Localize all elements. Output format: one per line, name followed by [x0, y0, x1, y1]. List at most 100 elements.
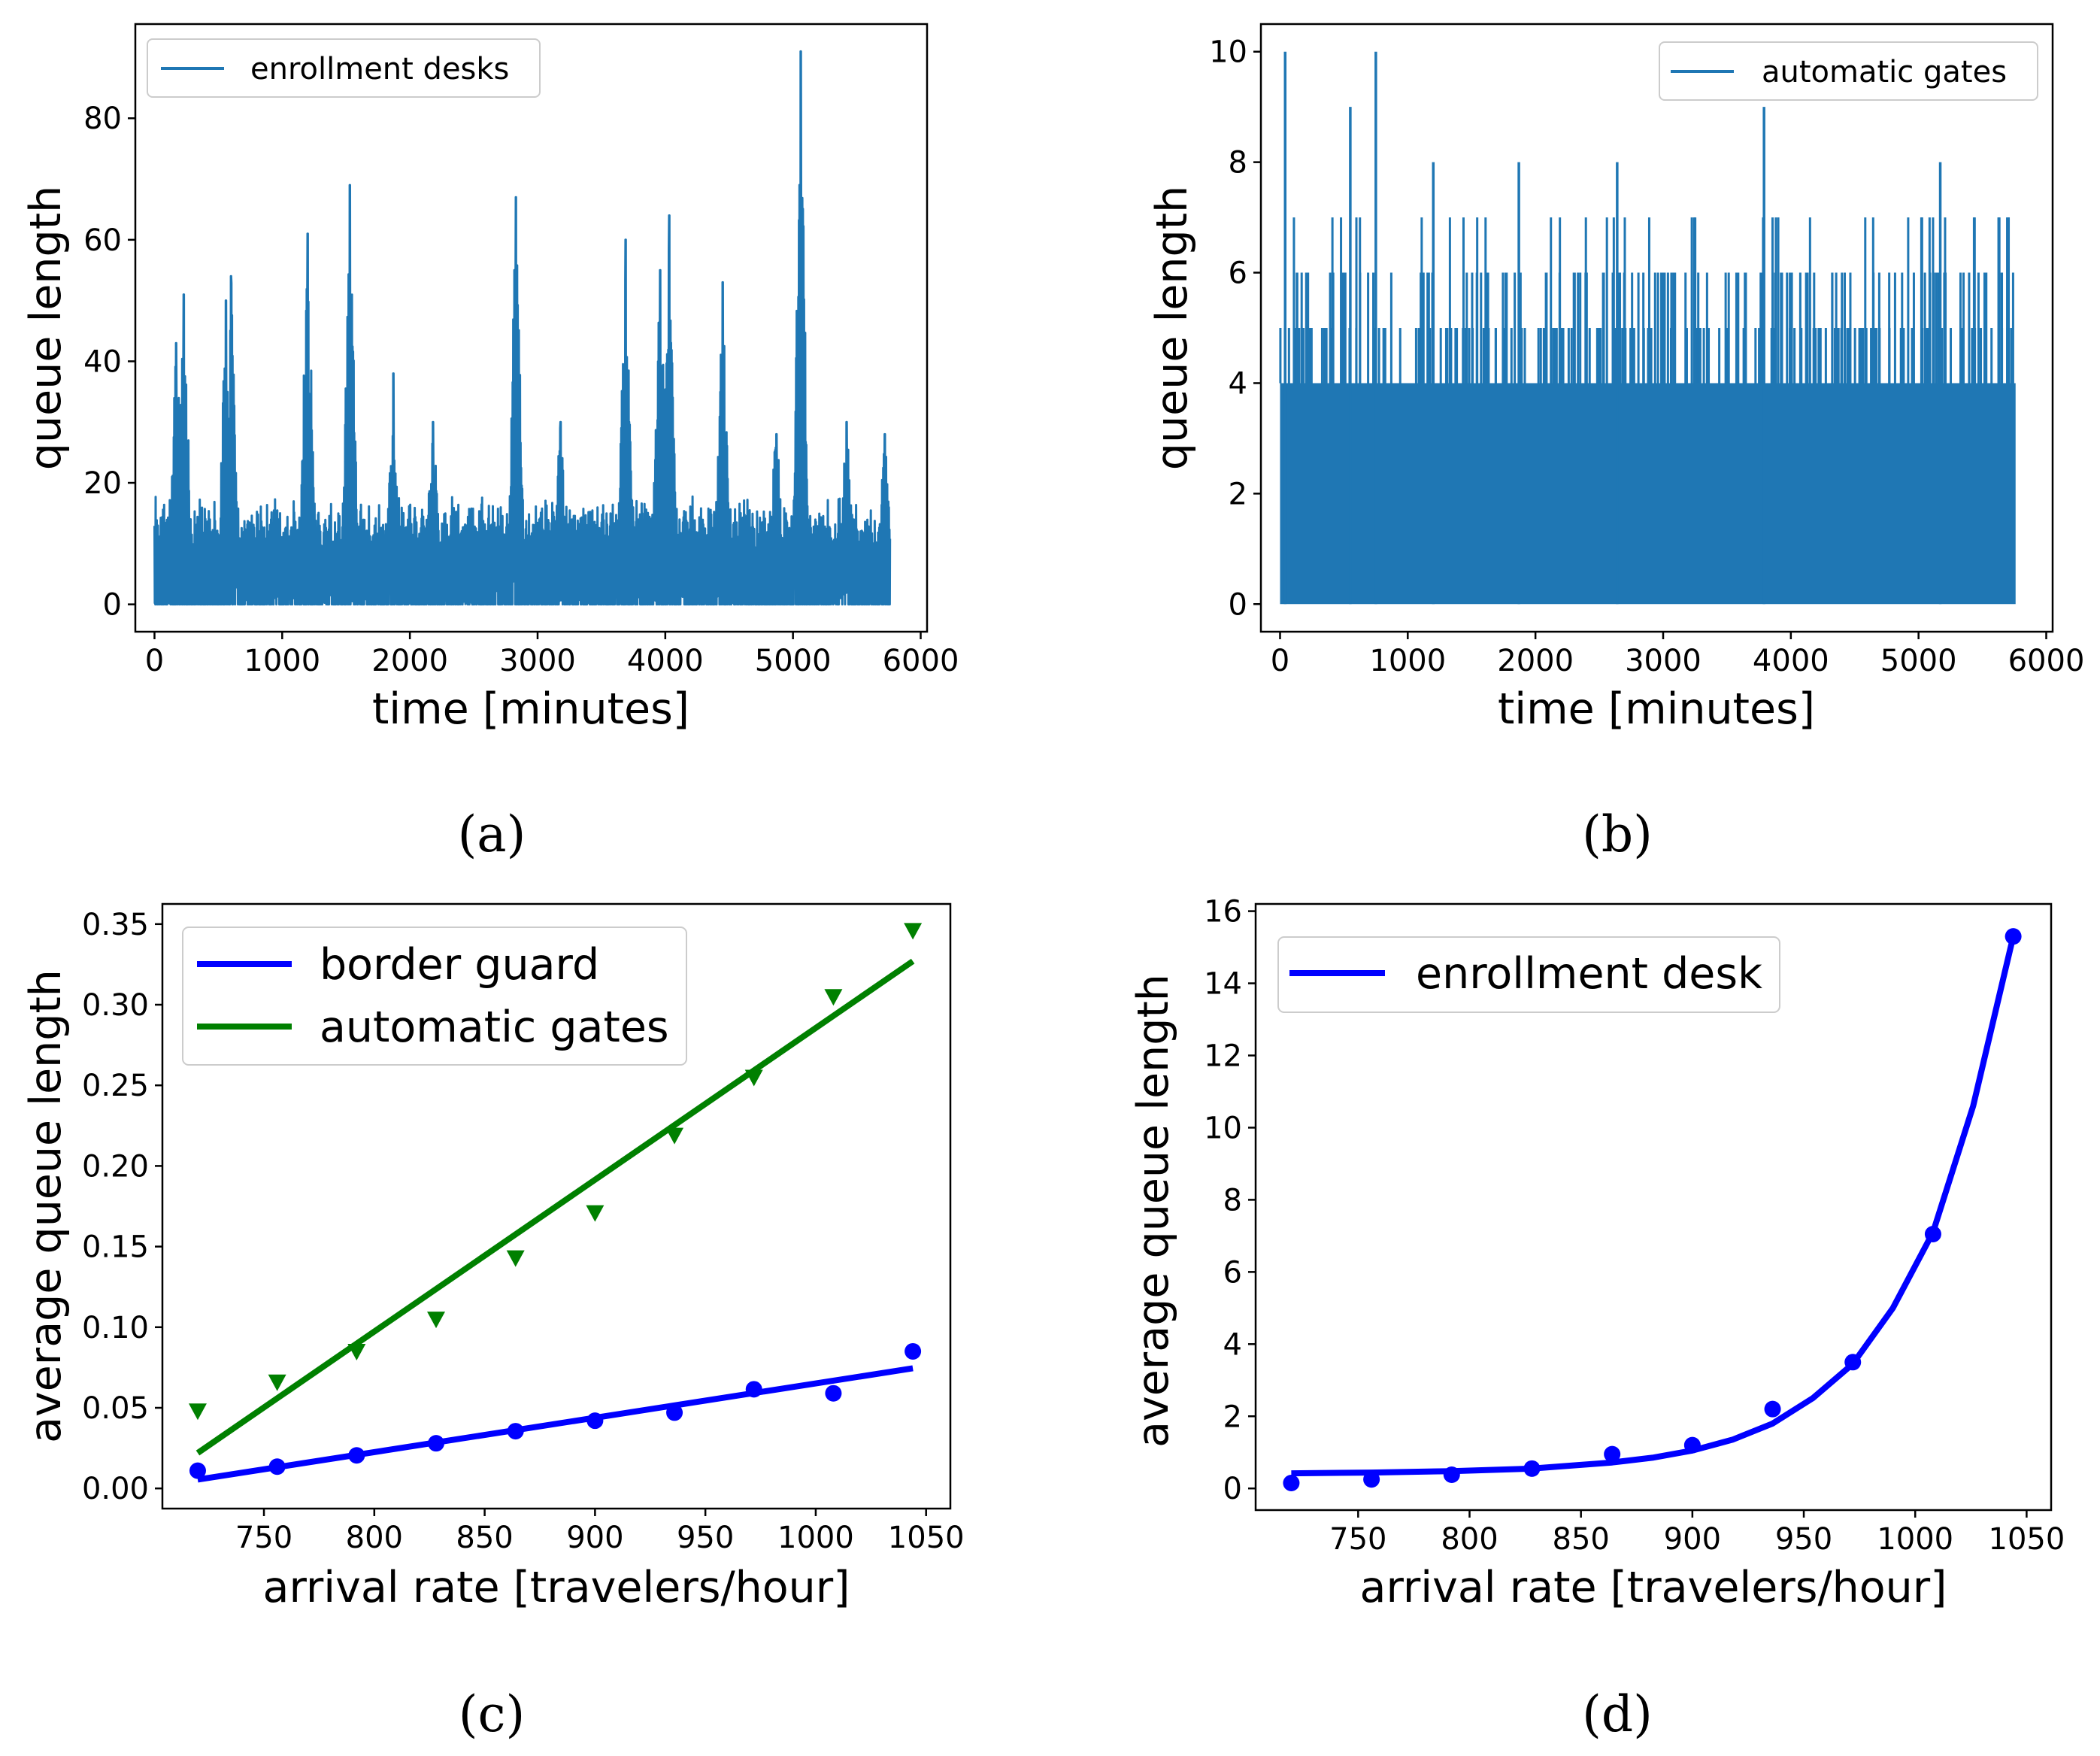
panel-b-axes-frame	[1259, 23, 2054, 633]
data-point-automatic-gates	[665, 1127, 684, 1145]
data-point-border-guard	[905, 1342, 922, 1360]
panel-b-legend-box	[1659, 41, 2038, 101]
data-point-automatic-gates	[824, 989, 843, 1006]
y-tick-label: 0	[1229, 587, 1247, 622]
data-point-enrollment-desk	[1363, 1471, 1380, 1488]
panel-a-legend-box	[147, 38, 541, 98]
data-point-border-guard	[825, 1384, 842, 1402]
y-tick-label: 2	[1229, 477, 1247, 511]
data-point-border-guard	[348, 1447, 365, 1464]
panel-b-legend-label-automatic-gates: automatic gates	[1762, 55, 2007, 89]
y-tick-label: 40	[83, 344, 122, 379]
data-point-automatic-gates	[427, 1312, 446, 1329]
data-point-automatic-gates	[904, 923, 923, 940]
y-tick-label: 8	[1223, 1183, 1242, 1218]
panel-c-x-ticks: 750 800 850 900 950 1000 1050	[235, 1509, 965, 1555]
x-tick-label: 3000	[499, 644, 576, 678]
panel-a-y-label: queue length	[21, 186, 71, 470]
data-point-border-guard	[745, 1381, 762, 1398]
y-tick-label: 0.15	[82, 1230, 149, 1265]
data-point-border-guard	[507, 1423, 524, 1440]
x-tick-label: 950	[1775, 1522, 1832, 1557]
panel-d-legend-label-enrollment-desk: enrollment desk	[1416, 949, 1762, 999]
x-tick-label: 6000	[2008, 644, 2085, 678]
panel-c-legend-box	[182, 927, 687, 1066]
x-tick-label: 950	[677, 1521, 734, 1555]
panel-b-y-ticks: 0 2 4 6 8 10	[1209, 35, 1261, 622]
data-point-automatic-gates	[188, 1403, 207, 1421]
x-tick-label: 5000	[755, 644, 832, 678]
panel-b-automatic-gates-timeseries: 0 1000 2000 3000 4000 5000 6000 0 2 4 6 8 10 time […	[1147, 23, 2085, 863]
x-tick-label: 0	[1271, 644, 1289, 678]
data-point-enrollment-desk	[1764, 1400, 1781, 1418]
x-tick-label: 750	[1329, 1522, 1386, 1557]
y-tick-label: 4	[1229, 366, 1247, 401]
x-tick-label: 800	[1441, 1522, 1498, 1557]
panel-d-y-ticks: 0 2 4 6 8 10 12 14 16	[1204, 895, 1256, 1506]
y-tick-label: 10	[1209, 35, 1247, 70]
panel-a-x-ticks: 0 1000 2000 3000 4000 5000 6000	[145, 632, 959, 678]
panel-c-points-automatic-gates	[188, 923, 923, 1421]
panel-b-x-ticks: 0 1000 2000 3000 4000 5000 6000	[1271, 632, 2085, 678]
x-tick-label: 1000	[1369, 644, 1446, 678]
panel-c-y-label: average queue length	[21, 969, 71, 1443]
panel-c-fit-line-border-guard	[197, 1365, 914, 1483]
x-tick-label: 750	[235, 1521, 292, 1555]
data-point-border-guard	[428, 1435, 445, 1452]
panel-a-caption: (a)	[458, 805, 526, 863]
data-point-enrollment-desk	[1523, 1460, 1541, 1477]
y-tick-label: 6	[1229, 256, 1247, 291]
x-tick-label: 2000	[1497, 644, 1574, 678]
panel-c-caption: (c)	[459, 1685, 525, 1743]
panel-d-curve-enrollment-desk	[1291, 936, 2017, 1477]
panel-c-y-ticks: 0.00 0.05 0.10 0.15 0.20 0.25 0.30 0.35	[82, 908, 162, 1506]
y-tick-label: 80	[83, 102, 122, 136]
data-point-border-guard	[268, 1458, 286, 1475]
panel-a-legend: enrollment desks	[147, 38, 541, 98]
y-tick-label: 10	[1204, 1111, 1242, 1145]
data-point-enrollment-desk	[1283, 1475, 1300, 1492]
panel-d-legend-box	[1277, 936, 1780, 1013]
data-point-automatic-gates	[744, 1069, 763, 1087]
y-tick-label: 0.35	[82, 908, 149, 942]
panel-d-legend: enrollment desk	[1277, 936, 1780, 1013]
panel-b-legend: automatic gates	[1659, 41, 2038, 101]
x-tick-label: 5000	[1880, 644, 1957, 678]
x-tick-label: 1000	[244, 644, 320, 678]
x-tick-label: 1050	[1989, 1522, 2065, 1557]
panel-b-caption: (b)	[1582, 805, 1653, 863]
panel-c-x-label: arrival rate [travelers/hour]	[263, 1563, 850, 1612]
x-tick-label: 3000	[1625, 644, 1702, 678]
x-tick-label: 1050	[888, 1521, 965, 1555]
panel-c-fit-line-automatic-gates	[195, 958, 915, 1456]
panel-d-x-ticks: 750 800 850 900 950 1000 1050	[1329, 1510, 2065, 1557]
panel-d-caption: (d)	[1582, 1685, 1653, 1743]
y-tick-label: 0.25	[82, 1069, 149, 1103]
y-tick-label: 0	[103, 588, 122, 623]
x-tick-label: 900	[566, 1521, 623, 1555]
panel-d-average-queue-enrollment-desk: 750 800 850 900 950 1000 1050 0 2 4 6 8 10 12 14 16 ar…	[1129, 895, 2065, 1743]
y-tick-label: 8	[1229, 146, 1247, 180]
y-tick-label: 0.05	[82, 1391, 149, 1426]
x-tick-label: 800	[346, 1521, 403, 1555]
x-tick-label: 4000	[627, 644, 704, 678]
data-point-automatic-gates	[506, 1250, 525, 1267]
panel-a-axes-frame	[134, 23, 929, 633]
x-tick-label: 1000	[1877, 1522, 1953, 1557]
y-tick-label: 0.10	[82, 1311, 149, 1345]
y-tick-label: 0.00	[82, 1472, 149, 1506]
panel-d-points-enrollment-desk	[1283, 928, 2022, 1492]
x-tick-label: 0	[145, 644, 164, 678]
panel-a-enrollment-desks-timeseries: 0 1000 2000 3000 4000 5000 6000 0 20 40 60 80 time…	[21, 23, 959, 863]
y-tick-label: 12	[1204, 1039, 1242, 1074]
data-point-border-guard	[189, 1462, 206, 1479]
panel-c-legend-label-border-guard: border guard	[320, 940, 599, 990]
panel-c-axes-frame	[161, 902, 952, 1510]
x-tick-label: 2000	[371, 644, 448, 678]
x-tick-label: 1000	[777, 1521, 854, 1555]
x-tick-label: 850	[1553, 1522, 1610, 1557]
panel-a-y-ticks: 0 20 40 60 80	[83, 102, 135, 623]
data-point-automatic-gates	[586, 1205, 605, 1222]
y-tick-label: 2	[1223, 1400, 1242, 1434]
panel-d-x-label: arrival rate [travelers/hour]	[1360, 1563, 1947, 1612]
